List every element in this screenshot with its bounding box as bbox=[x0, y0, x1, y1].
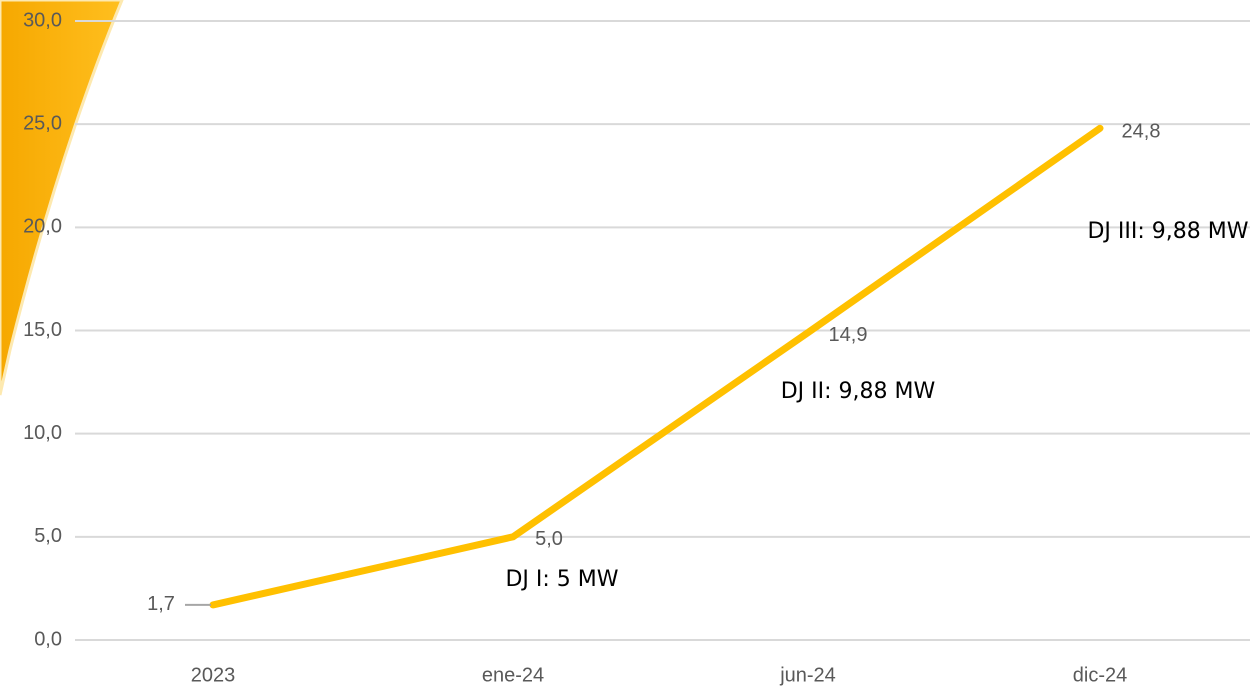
x-tick-label: dic-24 bbox=[1073, 664, 1127, 686]
annotation: DJ II: 9,88 MW bbox=[781, 379, 936, 404]
x-tick-label: 2023 bbox=[191, 664, 236, 686]
annotation: DJ I: 5 MW bbox=[505, 567, 618, 592]
line bbox=[209, 124, 1104, 609]
x-tick-label: jun-24 bbox=[779, 664, 836, 686]
y-tick-label: 5,0 bbox=[34, 525, 62, 547]
data-label: 1,7 bbox=[147, 593, 175, 615]
y-tick-label: 20,0 bbox=[23, 216, 62, 238]
y-tick-label: 25,0 bbox=[23, 112, 62, 134]
y-tick-label: 0,0 bbox=[34, 628, 62, 650]
annotation: DJ III: 9,88 MW bbox=[1087, 219, 1248, 244]
y-tick-label: 30,0 bbox=[23, 9, 62, 31]
y-tick-label: 15,0 bbox=[23, 319, 62, 341]
data-label: 14,9 bbox=[829, 324, 868, 346]
x-tick-label: ene-24 bbox=[482, 664, 544, 686]
decorative-shape bbox=[0, 0, 124, 396]
data-label: 24,8 bbox=[1122, 121, 1161, 143]
data-label: 5,0 bbox=[535, 528, 563, 550]
y-tick-label: 10,0 bbox=[23, 422, 62, 444]
